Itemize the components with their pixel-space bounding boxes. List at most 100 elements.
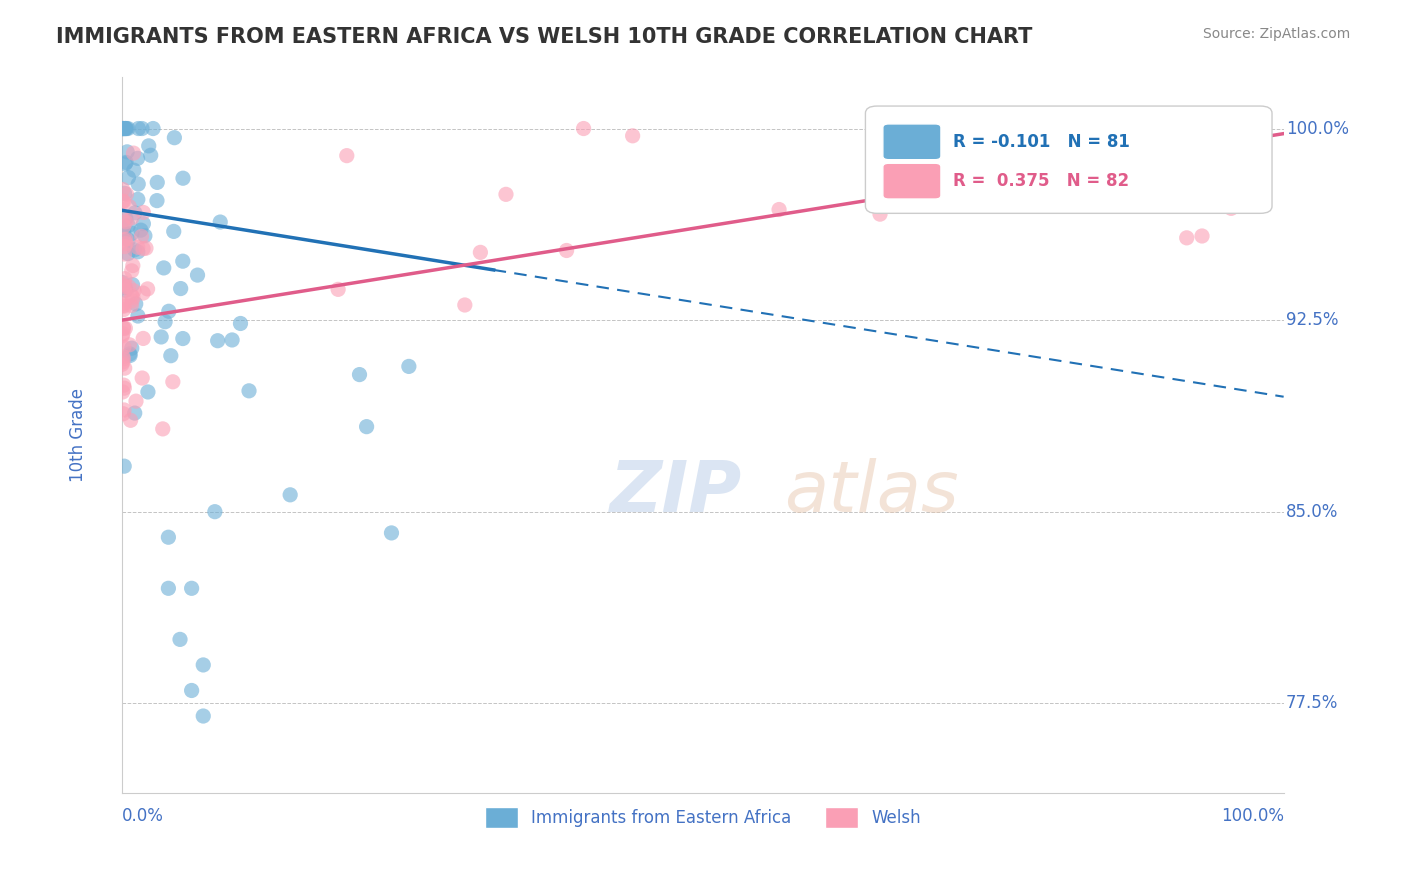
Point xyxy=(127,240,149,254)
Point xyxy=(1175,231,1198,245)
Point xyxy=(112,297,135,311)
Point xyxy=(172,171,194,186)
Point xyxy=(152,260,174,275)
Point xyxy=(146,194,169,208)
Text: IMMIGRANTS FROM EASTERN AFRICA VS WELSH 10TH GRADE CORRELATION CHART: IMMIGRANTS FROM EASTERN AFRICA VS WELSH … xyxy=(56,27,1032,46)
Point xyxy=(1191,229,1213,244)
Point xyxy=(121,211,143,225)
Point xyxy=(454,298,477,312)
Point xyxy=(122,284,145,298)
Point xyxy=(114,279,136,293)
Point xyxy=(114,232,136,246)
Point xyxy=(336,148,359,162)
Point xyxy=(180,683,202,698)
Point xyxy=(121,341,143,355)
Point xyxy=(172,254,194,268)
Point xyxy=(118,200,141,214)
Point xyxy=(121,288,143,302)
Point xyxy=(121,293,143,308)
FancyBboxPatch shape xyxy=(866,106,1272,213)
Point xyxy=(114,215,136,229)
Point xyxy=(114,283,136,297)
Point xyxy=(111,299,134,313)
Point xyxy=(398,359,420,374)
Point xyxy=(112,378,135,392)
Point xyxy=(956,121,979,136)
Point xyxy=(127,244,149,259)
Point xyxy=(124,243,146,257)
Point xyxy=(132,286,155,301)
Point xyxy=(127,193,149,207)
Point xyxy=(163,130,186,145)
Point xyxy=(146,175,169,189)
Point xyxy=(114,271,136,285)
Point xyxy=(122,291,145,305)
Point xyxy=(115,236,138,251)
Point xyxy=(135,241,157,255)
Point xyxy=(131,229,153,244)
Point xyxy=(115,121,138,136)
Point xyxy=(132,331,155,345)
Point xyxy=(111,227,134,241)
Legend: Immigrants from Eastern Africa, Welsh: Immigrants from Eastern Africa, Welsh xyxy=(478,801,928,834)
Point xyxy=(114,157,136,171)
Point xyxy=(186,268,208,282)
Point xyxy=(112,219,135,234)
Text: 100.0%: 100.0% xyxy=(1286,120,1348,137)
Point xyxy=(356,419,378,434)
Point xyxy=(114,239,136,253)
Point xyxy=(112,276,135,290)
Point xyxy=(326,282,349,296)
Point xyxy=(112,225,135,239)
Point xyxy=(193,657,215,672)
Point xyxy=(114,361,136,376)
Point xyxy=(238,384,260,398)
Point xyxy=(136,384,159,399)
Point xyxy=(555,244,578,258)
Point xyxy=(162,375,184,389)
Point xyxy=(134,228,156,243)
Point xyxy=(159,349,181,363)
Point xyxy=(124,406,146,420)
Point xyxy=(142,121,165,136)
Point xyxy=(1199,121,1222,136)
Point xyxy=(112,194,135,209)
Point xyxy=(120,299,142,313)
Point xyxy=(115,187,138,202)
Point xyxy=(115,155,138,169)
Point xyxy=(1102,133,1125,147)
Point xyxy=(112,403,135,417)
Point xyxy=(112,340,135,354)
Point xyxy=(118,347,141,361)
Point xyxy=(112,407,135,421)
Point xyxy=(122,163,145,178)
Point xyxy=(114,321,136,335)
Point xyxy=(121,259,143,273)
Point xyxy=(127,177,149,191)
Point xyxy=(114,121,136,136)
Point xyxy=(152,422,174,436)
Point xyxy=(495,187,517,202)
Point xyxy=(120,413,142,427)
Point xyxy=(204,505,226,519)
Point xyxy=(111,357,134,371)
Point xyxy=(121,264,143,278)
Text: 85.0%: 85.0% xyxy=(1286,503,1339,521)
Point xyxy=(124,206,146,220)
Point xyxy=(115,145,138,159)
Point xyxy=(114,121,136,136)
Point xyxy=(131,371,153,385)
Point xyxy=(129,223,152,237)
Point xyxy=(111,384,134,399)
Point xyxy=(180,582,202,596)
Point xyxy=(127,121,149,136)
Point xyxy=(221,333,243,347)
Point xyxy=(111,355,134,369)
Point xyxy=(112,213,135,227)
Point xyxy=(112,302,135,317)
Point xyxy=(207,334,229,348)
Point xyxy=(122,146,145,161)
Point xyxy=(157,304,180,318)
Text: 77.5%: 77.5% xyxy=(1286,694,1339,712)
Text: ZIP: ZIP xyxy=(610,458,742,527)
